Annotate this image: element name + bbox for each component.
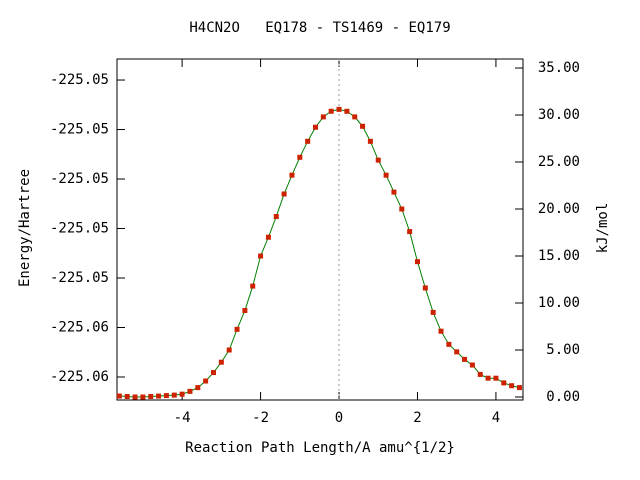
data-point: [132, 394, 138, 400]
data-point: [297, 154, 303, 160]
data-point: [454, 349, 460, 355]
x-tick-label: 4: [492, 410, 500, 426]
data-point: [414, 259, 420, 265]
data-point: [516, 385, 522, 391]
x-tick-label: -4: [174, 410, 191, 426]
y2-tick-label: 30.00: [538, 107, 580, 123]
data-point: [336, 106, 342, 112]
data-point: [289, 172, 295, 178]
data-point: [477, 371, 483, 377]
data-point: [328, 108, 334, 114]
data-point: [218, 359, 224, 365]
data-point: [187, 388, 193, 394]
y-axis-label: Energy/Hartree: [17, 169, 33, 287]
data-point: [242, 308, 248, 314]
y-tick-label: -225.05: [50, 122, 109, 138]
data-point: [430, 309, 436, 315]
y-tick-label: -225.05: [50, 270, 109, 286]
data-point: [344, 108, 350, 114]
y-tick-label: -225.06: [50, 319, 109, 335]
data-point: [391, 189, 397, 195]
x-axis-label: Reaction Path Length/A amu^{1/2}: [185, 440, 455, 456]
data-point: [367, 138, 373, 144]
y2-tick-label: 35.00: [538, 60, 580, 76]
data-point: [407, 229, 413, 235]
data-point: [195, 385, 201, 391]
data-point: [179, 391, 185, 397]
data-point: [163, 393, 169, 399]
y-tick-label: -225.05: [50, 171, 109, 187]
data-point: [320, 114, 326, 120]
chart-title: H4CN2O EQ178 - TS1469 - EQ179: [189, 20, 450, 36]
data-point: [352, 114, 358, 120]
data-point: [383, 172, 389, 178]
data-point: [493, 375, 499, 381]
x-tick-label: -2: [252, 410, 269, 426]
data-point: [422, 285, 428, 291]
y2-tick-label: 10.00: [538, 295, 580, 311]
data-point: [171, 392, 177, 398]
data-point: [438, 328, 444, 334]
y-tick-label: -225.06: [50, 369, 109, 385]
y2-axis-label: kJ/mol: [595, 203, 611, 254]
plot-frame: [116, 58, 524, 401]
x-tick-label: 0: [335, 410, 343, 426]
data-point: [234, 326, 240, 332]
y-tick-label: -225.05: [50, 72, 109, 88]
data-point: [148, 394, 154, 400]
data-point: [501, 380, 507, 386]
data-point: [156, 393, 162, 399]
data-point: [116, 393, 122, 399]
x-tick-label: 2: [413, 410, 421, 426]
data-point: [140, 394, 146, 400]
y2-tick-label: 20.00: [538, 201, 580, 217]
data-point: [124, 394, 130, 400]
data-point: [360, 123, 366, 129]
data-point: [462, 356, 468, 362]
data-point: [226, 347, 232, 353]
data-line: [119, 108, 520, 398]
data-point: [446, 341, 452, 347]
data-point: [265, 234, 271, 240]
data-point: [250, 283, 256, 289]
data-point: [203, 378, 209, 384]
y-tick-label: -225.05: [50, 221, 109, 237]
data-point: [258, 253, 264, 259]
data-point: [375, 157, 381, 163]
data-point: [509, 383, 515, 389]
data-point: [399, 206, 405, 212]
y2-tick-label: 25.00: [538, 154, 580, 170]
y2-tick-label: 5.00: [546, 342, 580, 358]
data-point: [469, 362, 475, 368]
data-point: [305, 138, 311, 144]
y2-tick-label: 0.00: [546, 389, 580, 405]
data-point: [312, 124, 318, 130]
data-point: [485, 375, 491, 381]
data-point: [273, 214, 279, 220]
data-point: [210, 370, 216, 376]
y2-tick-label: 15.00: [538, 248, 580, 264]
data-point: [281, 191, 287, 197]
